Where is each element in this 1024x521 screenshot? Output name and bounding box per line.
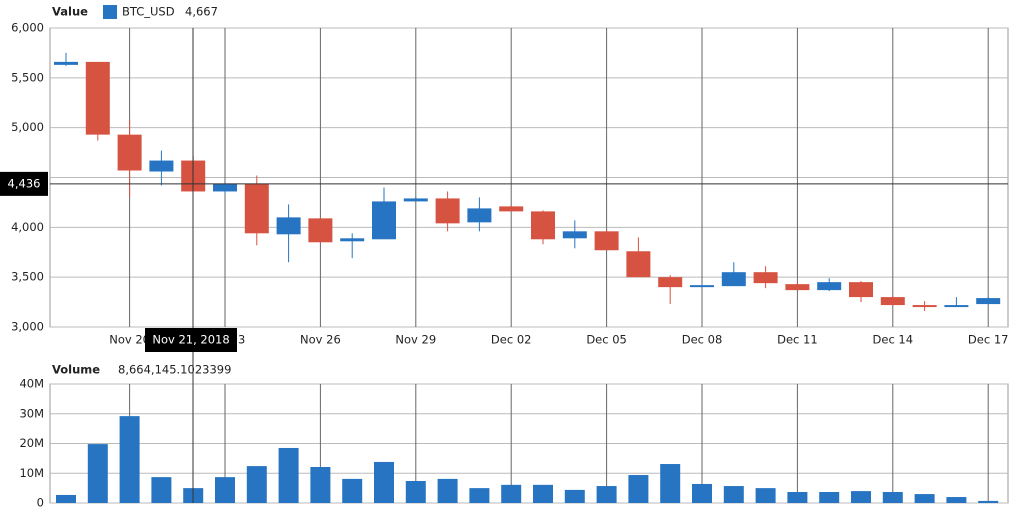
crosshair-x-label: Nov 21, 2018 bbox=[152, 333, 229, 347]
candle-body bbox=[467, 208, 492, 223]
y-tick-label: 30M bbox=[19, 406, 44, 420]
crosshair-x-box bbox=[145, 328, 237, 352]
bar bbox=[437, 478, 458, 503]
y-tick-label: 5,000 bbox=[11, 120, 44, 134]
bar bbox=[151, 477, 172, 503]
x-tick-label: Nov 29 bbox=[395, 333, 436, 347]
bar bbox=[851, 491, 871, 503]
chart-title: Volume bbox=[52, 363, 100, 377]
legend-swatch bbox=[103, 5, 117, 19]
candle-body bbox=[403, 198, 428, 202]
bar bbox=[310, 467, 331, 503]
candle-body bbox=[340, 238, 365, 242]
candle-body bbox=[531, 211, 555, 240]
candle-body bbox=[594, 231, 619, 251]
x-tick-label: Nov 26 bbox=[300, 333, 341, 347]
y-tick-label: 20M bbox=[19, 436, 44, 450]
y-tick-label: 6,000 bbox=[11, 21, 44, 35]
candle-body bbox=[817, 282, 842, 291]
y-tick-label: 3,500 bbox=[11, 270, 44, 284]
bar bbox=[660, 464, 681, 503]
bar bbox=[533, 484, 553, 503]
x-tick-label: Dec 02 bbox=[491, 333, 532, 347]
y-tick-label: 0 bbox=[37, 496, 44, 510]
bar bbox=[119, 416, 140, 503]
candle-body bbox=[244, 183, 269, 234]
candle-body bbox=[658, 277, 683, 288]
volume-readout: 8,664,145.1023399 bbox=[118, 363, 231, 377]
candle-body bbox=[308, 218, 333, 243]
bar bbox=[342, 478, 363, 503]
bar bbox=[374, 461, 394, 503]
candle-body bbox=[149, 160, 174, 172]
bar bbox=[87, 444, 108, 503]
candle-body bbox=[499, 206, 524, 212]
x-tick-label: Dec 08 bbox=[682, 333, 723, 347]
bar bbox=[819, 491, 840, 503]
candle-body bbox=[213, 183, 237, 192]
candle-body bbox=[785, 284, 810, 291]
candle-body bbox=[880, 297, 905, 306]
y-tick-label: 3,000 bbox=[11, 320, 44, 334]
candle-body bbox=[562, 231, 587, 239]
legend-label: BTC_USD bbox=[122, 5, 175, 19]
x-tick-label: Nov 20 bbox=[109, 333, 150, 347]
candle-body bbox=[276, 217, 301, 235]
candle-body bbox=[372, 201, 396, 240]
bar bbox=[628, 475, 649, 503]
bar bbox=[978, 500, 999, 503]
candle-body bbox=[849, 282, 873, 298]
x-tick-label: Dec 11 bbox=[777, 333, 818, 347]
y-tick-label: 40M bbox=[19, 377, 44, 391]
bar bbox=[215, 477, 235, 503]
chart-title: Value bbox=[52, 5, 88, 19]
bar bbox=[246, 466, 267, 503]
bar bbox=[56, 494, 76, 503]
candle-body bbox=[753, 272, 778, 284]
candle-body bbox=[85, 61, 110, 135]
y-tick-label: 10M bbox=[19, 466, 44, 480]
bar bbox=[692, 483, 712, 503]
bar bbox=[405, 480, 426, 503]
candle-body bbox=[912, 305, 937, 308]
x-tick-label: Dec 05 bbox=[586, 333, 627, 347]
x-tick-label: Dec 14 bbox=[873, 333, 914, 347]
candle-body bbox=[944, 305, 969, 308]
crosshair-y-box bbox=[0, 171, 48, 196]
bar bbox=[882, 491, 903, 503]
bar bbox=[723, 486, 744, 503]
bar bbox=[469, 488, 490, 503]
bar bbox=[787, 491, 808, 503]
crosshair-y-label: 4,436 bbox=[8, 176, 41, 190]
bar bbox=[501, 484, 522, 503]
y-tick-label: 4,000 bbox=[11, 220, 44, 234]
bar bbox=[278, 447, 299, 503]
bar bbox=[755, 488, 776, 503]
candle-body bbox=[721, 272, 746, 287]
bar bbox=[564, 489, 585, 503]
candle-body bbox=[626, 251, 651, 278]
bar bbox=[596, 486, 617, 503]
x-tick-label: Dec 17 bbox=[968, 333, 1009, 347]
bar bbox=[946, 497, 967, 503]
candle-body bbox=[976, 298, 1001, 305]
bar bbox=[914, 494, 935, 503]
candle-body bbox=[435, 198, 460, 224]
candle-body bbox=[117, 134, 142, 171]
candle-body bbox=[54, 61, 78, 65]
candle-body bbox=[690, 285, 714, 288]
y-tick-label: 5,500 bbox=[11, 70, 44, 84]
legend-value: 4,667 bbox=[185, 5, 218, 19]
